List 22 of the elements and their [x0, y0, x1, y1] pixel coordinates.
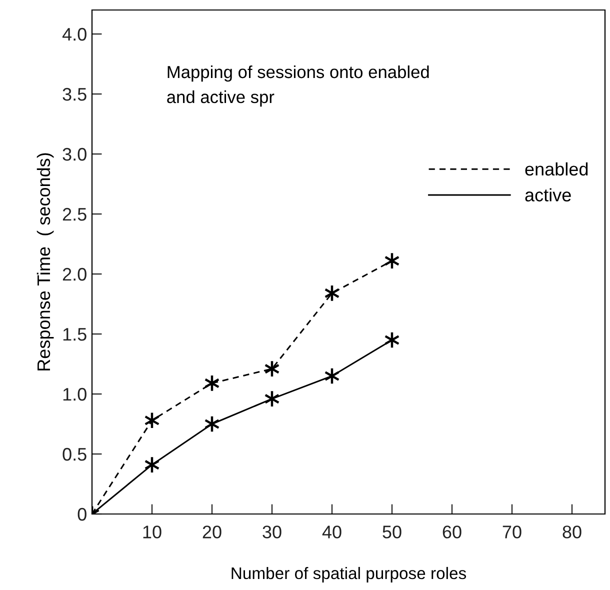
y-tick-label: 3.0: [62, 148, 86, 161]
y-tick-label: 0: [78, 508, 86, 521]
x-tick-label: 20: [202, 526, 222, 538]
x-tick-label: 70: [502, 526, 522, 538]
x-tick-label: 50: [382, 526, 402, 538]
y-tick-label: 2.0: [62, 268, 86, 281]
annotation: Mapping of sessions onto enabled and active spr: [167, 65, 429, 107]
y-tick-label: 1.0: [63, 388, 86, 401]
x-tick-label: 30: [262, 526, 282, 538]
legend-label: active: [525, 188, 571, 202]
y-tick-label: 4.0: [62, 28, 86, 41]
x-tick-label: 60: [442, 526, 462, 538]
x-tick-label: 80: [562, 526, 582, 538]
legend-label: enabled: [525, 162, 588, 176]
y-axis-title: Response Time ( seconds): [36, 153, 54, 370]
x-axis-title: Number of spatial purpose roles: [232, 566, 466, 582]
y-tick-label: 2.5: [62, 208, 86, 221]
x-tick-label: 10: [143, 526, 162, 538]
y-tick-label: 0.5: [62, 448, 86, 461]
y-tick-label: 3.5: [62, 88, 86, 101]
x-tick-label: 40: [322, 526, 342, 538]
y-tick-label: 1.5: [63, 328, 86, 341]
